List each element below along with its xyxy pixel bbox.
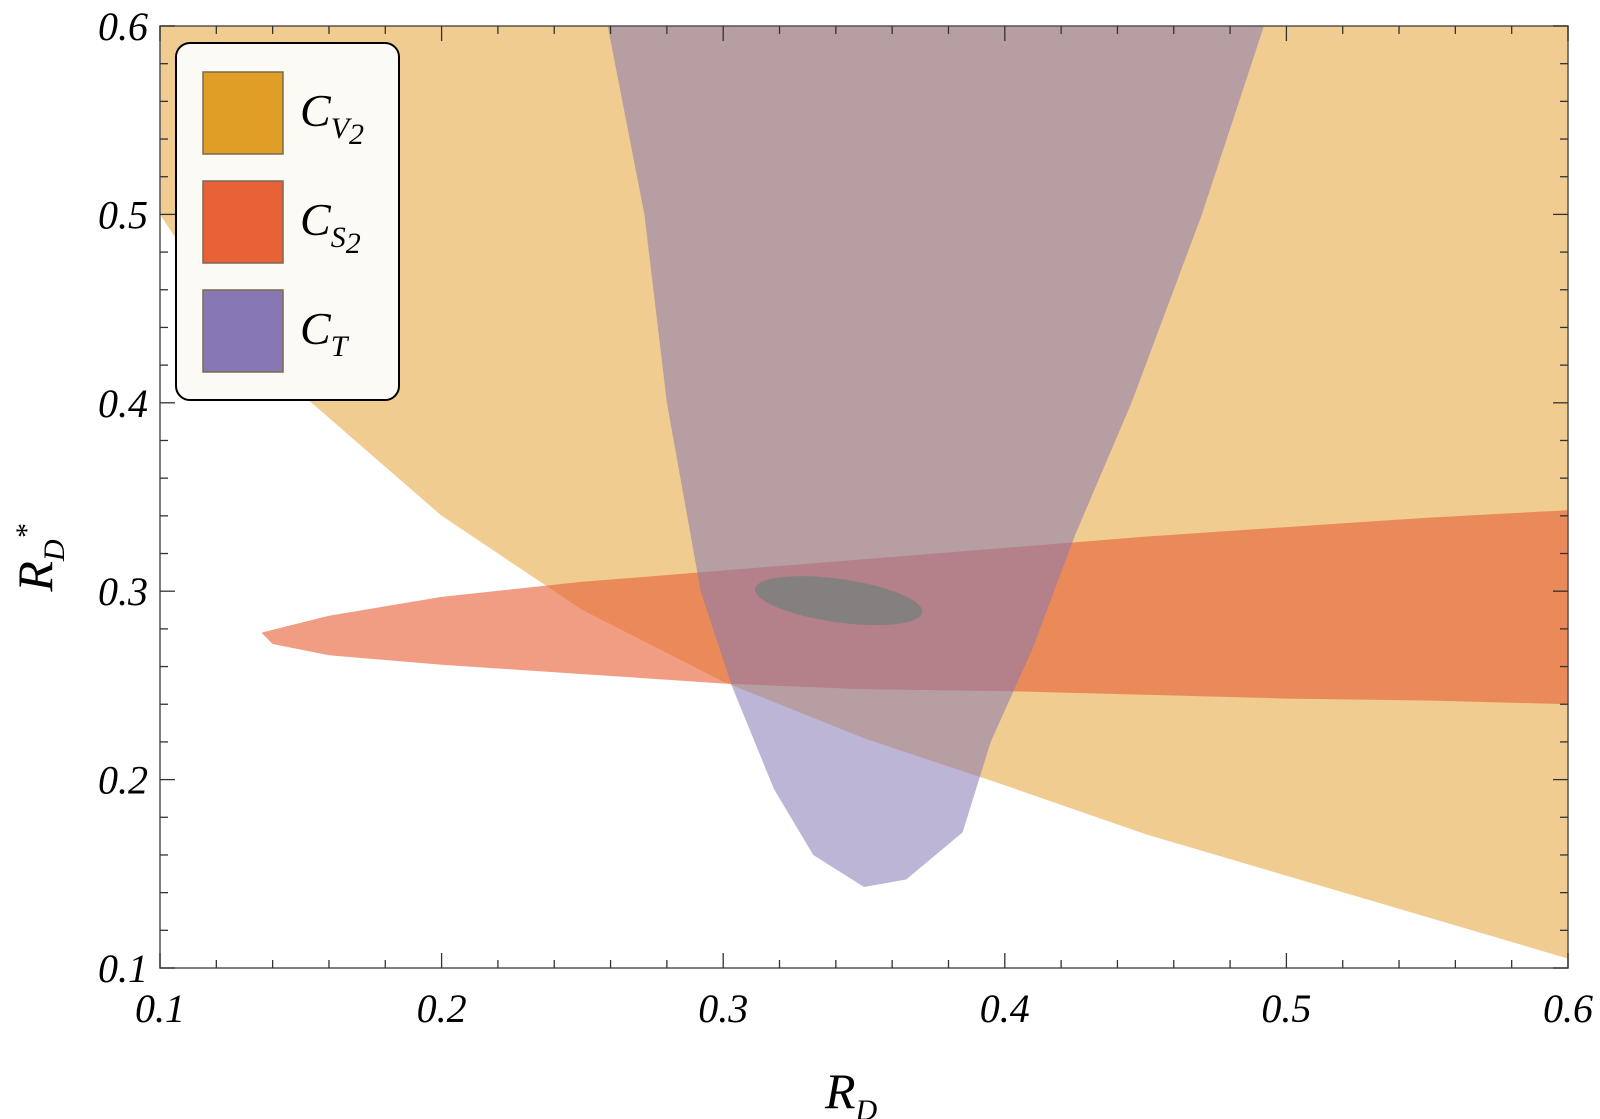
x-tick-label: 0.1 <box>135 986 185 1031</box>
y-tick-label: 0.6 <box>98 4 148 49</box>
axis-ticks <box>159 25 1569 969</box>
best-fit-ellipse <box>754 576 923 626</box>
y-tick-label: 0.1 <box>98 946 148 991</box>
region-ct <box>607 26 1264 887</box>
frame-rect <box>159 25 1569 969</box>
x-tick-label: 0.5 <box>1261 986 1311 1031</box>
x-axis-label: RD <box>824 1063 878 1119</box>
x-tick-label: 0.4 <box>980 986 1030 1031</box>
legend-swatch-cs2 <box>202 180 284 264</box>
y-axis-label: RD* <box>7 524 71 592</box>
legend-swatch-cv2 <box>202 71 284 155</box>
tick-labels: 0.1 0.2 0.3 0.4 0.5 0.6 0.1 0.2 0.3 0.4 0.5 0.6 <box>98 4 1593 1031</box>
x-tick-label: 0.6 <box>1543 986 1593 1031</box>
y-tick-label: 0.2 <box>98 758 148 803</box>
legend-label-cv2: CV2 <box>300 85 364 151</box>
regions <box>160 26 1568 959</box>
y-tick-label: 0.5 <box>98 192 148 237</box>
legend-swatch-ct <box>202 289 284 373</box>
legend: CV2 CS2 CT <box>175 42 400 401</box>
x-tick-label: 0.3 <box>698 986 748 1031</box>
x-tick-label: 0.2 <box>417 986 467 1031</box>
svg-text:RD*: RD* <box>7 524 71 592</box>
svg-text:RD: RD <box>824 1063 878 1119</box>
y-tick-label: 0.3 <box>98 569 148 614</box>
y-tick-label: 0.4 <box>98 381 148 426</box>
legend-label-ct: CT <box>300 303 350 363</box>
plot-frame <box>159 25 1569 969</box>
legend-label-cs2: CS2 <box>300 194 361 260</box>
